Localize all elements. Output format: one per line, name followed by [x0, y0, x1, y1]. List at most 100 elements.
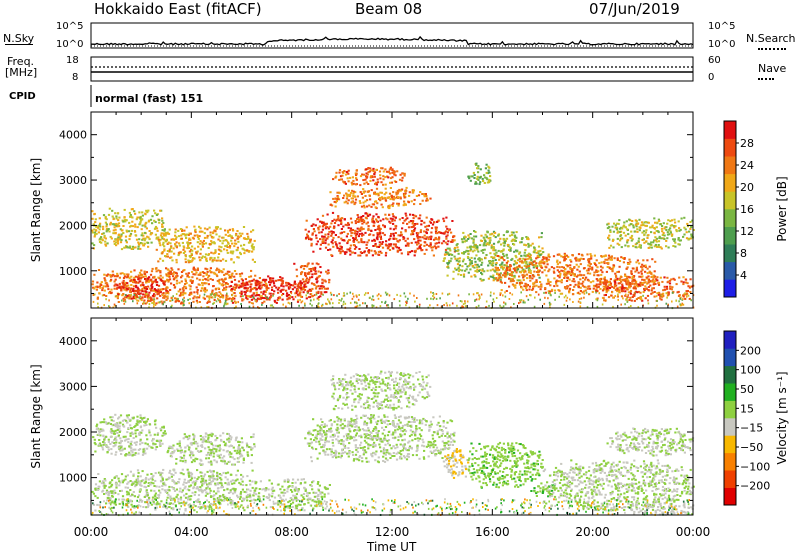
power-colorbar-swatch	[724, 209, 736, 227]
power-colorbar-tick-label: 28	[740, 137, 754, 150]
noise-right-tick-bottom: 10^0	[708, 39, 736, 50]
noise-frame	[90, 22, 694, 49]
power-region-7	[329, 186, 432, 210]
date-label: 07/Jun/2019	[589, 0, 680, 18]
velocity-region-6	[442, 448, 470, 479]
nave-dots	[758, 78, 774, 80]
velocity-colorbar-swatch	[724, 435, 736, 454]
power-colorbar-swatch	[724, 226, 736, 245]
velocity-region-1	[92, 413, 167, 457]
velocity-colorbar-tick-label: 15	[740, 402, 754, 415]
cpid-value: normal (fast) 151	[95, 92, 204, 105]
power-colorbar-swatch	[724, 138, 736, 157]
power-colorbar-tick-label: 20	[740, 181, 754, 194]
power-region-11	[494, 252, 657, 296]
nsearch-label: N.Search	[746, 32, 796, 45]
power-frame	[90, 111, 694, 309]
velocity-colorbar-tick-label: 200	[740, 344, 761, 357]
velocity-colorbar-swatch	[724, 383, 736, 401]
velocity-colorbar-swatch	[724, 331, 736, 349]
power-colorbar-swatch	[724, 279, 736, 298]
velocity-colorbar-tick-label: −50	[740, 441, 763, 454]
power-ytick-label: 4000	[59, 129, 87, 142]
velocity-ytick-label: 4000	[59, 335, 87, 348]
station-title: Hokkaido East (fitACF)	[94, 0, 262, 18]
power-region-5	[292, 262, 331, 300]
x-tick-label: 20:00	[575, 525, 610, 539]
noise-left-tick-top: 10^5	[56, 21, 84, 32]
power-region-8	[332, 166, 406, 187]
freq-unit-label: [MHz]	[5, 66, 38, 79]
power-colorbar-swatch	[724, 156, 736, 175]
velocity-colorbar-tick-label: −200	[740, 480, 770, 493]
nsearch-dots	[758, 48, 786, 50]
velocity-ytick-label: 3000	[59, 380, 87, 393]
nave-label: Nave	[758, 62, 787, 75]
velocity-colorbar-frame	[723, 330, 737, 506]
x-axis-label: Time UT	[367, 540, 417, 554]
power-colorbar-tick-label: 8	[740, 247, 747, 260]
power-region-1	[116, 276, 168, 300]
velocity-colorbar-tick-label: 100	[740, 364, 761, 377]
x-tick-label: 12:00	[375, 525, 410, 539]
power-colorbar	[723, 120, 739, 298]
x-tick-label: 00:00	[676, 525, 711, 539]
velocity-heatmap	[91, 370, 695, 517]
power-ytick-label: 2000	[59, 219, 87, 232]
x-tick-label: 00:00	[74, 525, 109, 539]
nsky-line	[5, 44, 33, 45]
velocity-ylabel: Slant Range [km]	[29, 364, 43, 468]
power-ytick-label: 3000	[59, 174, 87, 187]
power-ytick-label: 1000	[59, 265, 87, 278]
velocity-region-4	[304, 414, 456, 464]
velocity-ytick-label: 2000	[59, 426, 87, 439]
x-tick-label: 08:00	[274, 525, 309, 539]
noise-right-tick-top: 10^5	[708, 21, 736, 32]
cpid-label: CPID	[9, 91, 36, 102]
power-colorbar-swatch	[724, 244, 736, 263]
power-heatmap	[91, 162, 695, 310]
velocity-colorbar-swatch	[724, 487, 736, 506]
power-colorbar-swatch	[724, 191, 736, 210]
power-colorbar-swatch	[724, 173, 736, 192]
noise-sky-trace	[91, 35, 694, 46]
power-region-6	[304, 211, 456, 257]
velocity-colorbar-tick-label: −100	[740, 460, 770, 473]
beam-label: Beam 08	[355, 0, 423, 18]
freq-label: Freq.	[7, 55, 35, 68]
power-region-12	[592, 275, 695, 302]
noise-left-tick-bottom: 10^0	[56, 39, 84, 50]
power-region-10	[467, 162, 492, 186]
power-region-3	[154, 225, 256, 264]
nsky-label: N.Sky	[3, 32, 35, 45]
power-colorbar-swatch	[724, 121, 736, 139]
power-colorbar-tick-label: 16	[740, 203, 754, 216]
velocity-colorbar-swatch	[724, 365, 736, 384]
x-tick-label: 04:00	[174, 525, 209, 539]
freq-left-tick-top: 18	[66, 55, 79, 66]
power-region-13	[606, 216, 695, 250]
velocity-region-10	[606, 427, 695, 457]
power-colorbar-swatch	[724, 261, 736, 280]
freq-frame	[90, 56, 694, 82]
velocity-region-9	[542, 459, 695, 512]
velocity-colorbar-swatch	[724, 452, 736, 471]
velocity-colorbar-label: Velocity [m s⁻¹]	[775, 371, 789, 464]
x-tick-label: 16:00	[475, 525, 510, 539]
power-colorbar-label: Power [dB]	[775, 176, 789, 241]
velocity-region-3	[266, 478, 331, 512]
velocity-colorbar-swatch	[724, 418, 736, 436]
velocity-colorbar-swatch	[724, 470, 736, 488]
velocity-region-2	[166, 432, 256, 466]
velocity-colorbar-tick-label: −15	[740, 422, 763, 435]
power-colorbar-tick-label: 12	[740, 225, 754, 238]
velocity-colorbar-swatch	[724, 400, 736, 419]
freq-right-tick-top: 60	[708, 55, 721, 66]
velocity-colorbar	[723, 330, 739, 506]
velocity-ytick-label: 1000	[59, 472, 87, 485]
power-colorbar-tick-label: 24	[740, 159, 754, 172]
power-region-2	[91, 207, 167, 251]
freq-right-tick-bottom: 0	[708, 72, 715, 83]
velocity-colorbar-swatch	[724, 348, 736, 367]
